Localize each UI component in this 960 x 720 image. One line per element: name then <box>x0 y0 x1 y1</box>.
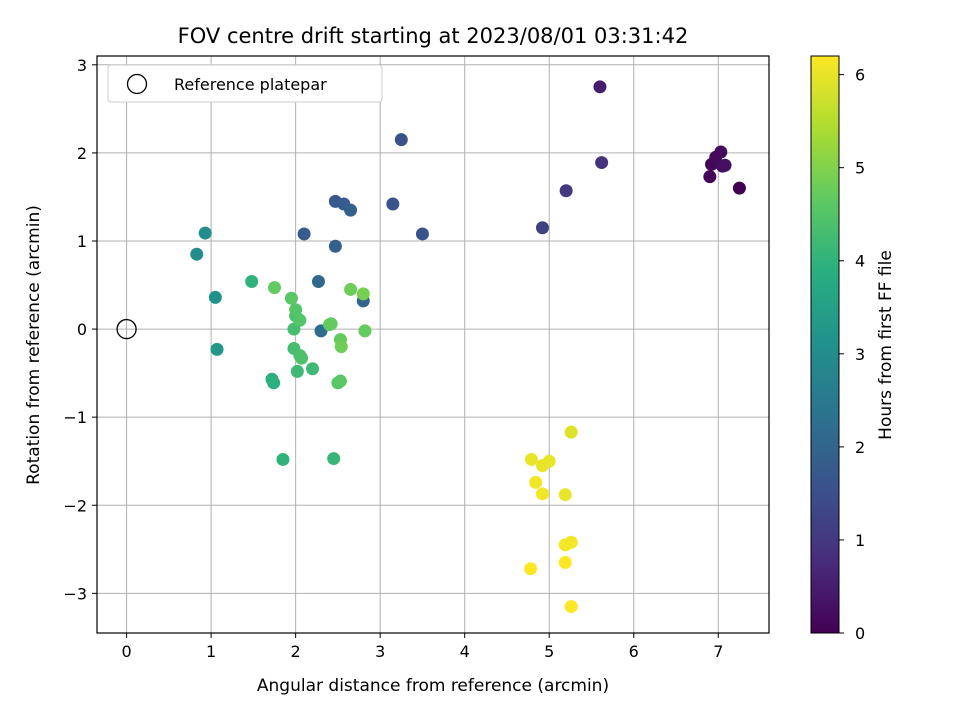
data-point <box>558 556 572 570</box>
data-point <box>334 340 348 354</box>
data-point <box>293 313 307 327</box>
data-point <box>208 290 222 304</box>
data-point <box>535 487 549 501</box>
data-point <box>714 145 728 159</box>
reference-marker-group <box>116 318 137 340</box>
data-point <box>386 197 400 211</box>
data-point <box>415 227 429 241</box>
colorbar-tick-label: 3 <box>855 345 865 364</box>
data-point <box>297 227 311 241</box>
data-point <box>306 362 320 376</box>
y-tick-label: −3 <box>63 584 87 603</box>
colorbar-tick-label: 1 <box>855 531 865 550</box>
data-point <box>394 133 408 147</box>
data-point <box>190 247 204 261</box>
y-tick-label: −2 <box>63 496 87 515</box>
data-point <box>344 203 358 217</box>
colorbar-tick-label: 2 <box>855 438 865 457</box>
y-axis-ticks: −3 −2 −1 0 1 2 3 <box>63 56 97 603</box>
data-point <box>564 425 578 439</box>
legend-entry-label: Reference platepar <box>174 75 327 94</box>
x-tick-label: 7 <box>713 642 723 661</box>
x-axis-ticks: 0 1 2 3 4 5 6 7 <box>121 633 723 661</box>
data-point <box>716 159 730 173</box>
colorbar-tick-label: 0 <box>855 624 865 643</box>
data-point <box>324 317 338 331</box>
data-point <box>311 275 325 289</box>
data-point <box>267 376 281 390</box>
y-tick-label: 1 <box>77 232 87 251</box>
data-point <box>198 226 212 240</box>
data-point <box>276 452 290 466</box>
x-tick-label: 6 <box>629 642 639 661</box>
y-axis-label: Rotation from reference (arcmin) <box>24 205 44 485</box>
data-point <box>327 452 341 466</box>
plot-frame <box>96 55 770 634</box>
data-point <box>593 80 607 94</box>
y-tick-label: −1 <box>63 408 87 427</box>
data-points <box>190 80 746 614</box>
data-point <box>703 170 717 184</box>
legend: Reference platepar <box>107 64 383 103</box>
colorbar-ticks: 0 1 2 3 4 5 6 <box>839 66 865 643</box>
data-point <box>595 156 609 170</box>
data-point <box>529 475 543 489</box>
data-point <box>564 600 578 614</box>
y-tick-label: 0 <box>77 320 87 339</box>
colorbar-tick-label: 5 <box>855 159 865 178</box>
colorbar: 0 1 2 3 4 5 6 Hours from first FF file <box>810 55 896 643</box>
x-tick-label: 2 <box>291 642 301 661</box>
colorbar-tick-label: 6 <box>855 66 865 85</box>
data-point <box>524 452 538 466</box>
y-tick-label: 3 <box>77 56 87 75</box>
data-point <box>558 488 572 502</box>
grid-lines <box>97 56 769 633</box>
data-point <box>268 281 282 295</box>
data-point <box>559 184 573 198</box>
colorbar-label: Hours from first FF file <box>876 250 896 440</box>
colorbar-gradient <box>810 55 840 634</box>
data-point <box>290 364 304 378</box>
data-point <box>328 239 342 253</box>
data-point <box>284 291 298 305</box>
data-point <box>289 303 303 317</box>
data-point <box>333 374 347 388</box>
reference-platepar-marker <box>116 318 137 340</box>
colorbar-tick-label: 4 <box>855 252 865 271</box>
data-point <box>295 351 309 365</box>
data-point <box>535 221 549 235</box>
data-point <box>358 324 372 338</box>
data-point <box>210 342 224 356</box>
chart-title: FOV centre drift starting at 2023/08/01 … <box>178 24 689 48</box>
x-tick-label: 5 <box>544 642 554 661</box>
x-tick-label: 1 <box>206 642 216 661</box>
data-point <box>564 535 578 549</box>
x-axis-label: Angular distance from reference (arcmin) <box>257 676 609 696</box>
y-tick-label: 2 <box>77 144 87 163</box>
data-point <box>344 282 358 296</box>
legend-reference-marker <box>126 73 148 95</box>
data-point <box>524 562 538 576</box>
data-point <box>732 181 746 195</box>
data-point <box>542 454 556 468</box>
data-point <box>245 275 259 289</box>
x-tick-label: 0 <box>121 642 131 661</box>
legend-box <box>107 64 383 103</box>
data-point <box>356 287 370 301</box>
x-tick-label: 4 <box>460 642 470 661</box>
x-tick-label: 3 <box>375 642 385 661</box>
